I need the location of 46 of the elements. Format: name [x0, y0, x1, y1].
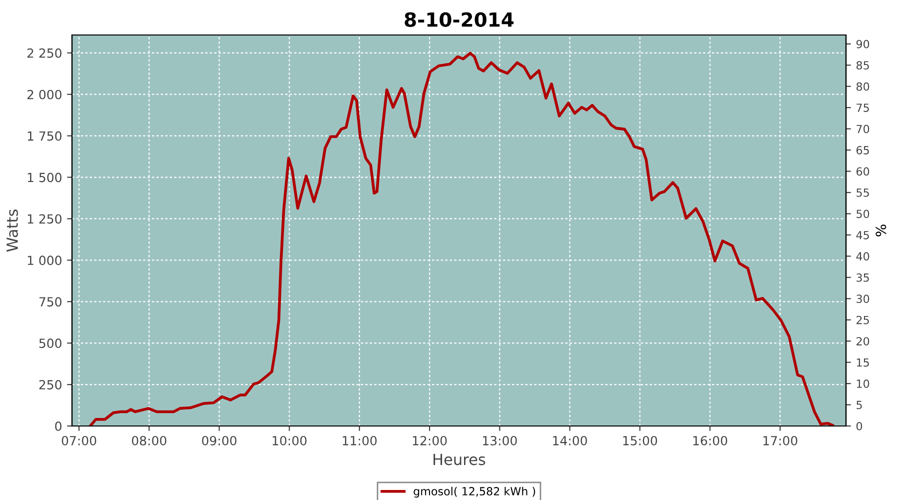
- y-tick-label: 2 250: [27, 48, 62, 58]
- y-tick-label: 1 000: [28, 256, 62, 266]
- y2-tick-label: 40: [856, 252, 870, 261]
- y-tick-label: 2 000: [27, 90, 62, 100]
- y-axis-title: Watts: [6, 210, 18, 252]
- y-tick-label: 500: [39, 338, 62, 348]
- y2-tick-label: 55: [856, 188, 869, 197]
- y2-axis-title: %: [876, 224, 886, 236]
- y-tick-label: 250: [39, 380, 62, 390]
- y2-tick-label: 10: [856, 380, 870, 388]
- x-tick-label: 13:00: [483, 436, 517, 446]
- x-tick-label: 11:00: [342, 436, 377, 446]
- x-tick-label: 14:00: [553, 436, 587, 446]
- y2-tick-label: 45: [856, 231, 869, 240]
- y2-tick-label: 75: [856, 104, 869, 112]
- line-series: [88, 52, 834, 426]
- y2-tick-label: 15: [856, 358, 869, 367]
- y-tick-label: 0: [55, 421, 62, 431]
- x-tick-label: 15:00: [623, 436, 658, 446]
- x-tick-label: 17:00: [763, 436, 798, 446]
- y2-tick-label: 25: [856, 316, 869, 324]
- y-tick-label: 750: [39, 297, 62, 307]
- y2-tick-label: 20: [856, 337, 870, 346]
- chart-title: 8-10-2014: [404, 12, 514, 27]
- y2-tick-label: 85: [856, 61, 869, 70]
- x-tick-label: 12:00: [412, 436, 447, 446]
- x-tick-label: 08:00: [132, 436, 166, 446]
- x-tick-label: 10:00: [272, 436, 307, 446]
- y2-tick-label: 35: [856, 273, 869, 282]
- y2-tick-label: 60: [856, 167, 870, 176]
- y-tick-label: 1 250: [28, 214, 62, 224]
- y2-tick-label: 50: [856, 210, 870, 218]
- y-tick-label: 1 500: [28, 172, 62, 182]
- y2-tick-label: 90: [856, 40, 870, 48]
- legend-label: gmosol( 12,582 kWh ): [414, 486, 536, 498]
- x-tick-label: 16:00: [693, 436, 728, 446]
- y2-tick-label: 0: [856, 422, 862, 430]
- y2-tick-label: 80: [856, 82, 870, 91]
- y2-tick-label: 70: [856, 124, 870, 134]
- y2-tick-label: 5: [856, 400, 862, 410]
- y2-tick-label: 65: [856, 146, 869, 154]
- x-axis-title: Heures: [434, 454, 486, 466]
- x-tick-label: 07:00: [62, 436, 96, 446]
- y-tick-label: 1 750: [28, 131, 62, 141]
- y2-tick-label: 30: [856, 294, 870, 304]
- x-tick-label: 09:00: [202, 436, 236, 446]
